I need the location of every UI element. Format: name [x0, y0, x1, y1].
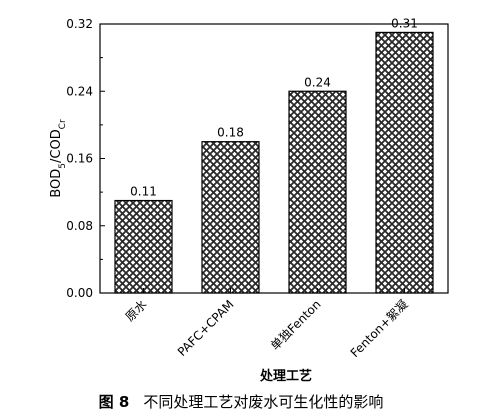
figure-number: 图 8: [98, 393, 130, 411]
bar-data-label: 0.31: [391, 16, 418, 30]
x-tick-label: 单独Fenton: [268, 297, 324, 353]
bar: [201, 141, 260, 294]
y-tick-label: 0.24: [66, 84, 93, 98]
y-tick-label: 0.00: [66, 286, 93, 300]
x-tick-label: Fenton+絮凝: [347, 297, 411, 361]
bar: [375, 31, 434, 294]
bar-data-label: 0.11: [130, 185, 157, 199]
bar: [114, 199, 173, 294]
y-tick-label: 0.08: [66, 219, 93, 233]
bar-data-label: 0.24: [304, 75, 331, 89]
bar-data-label: 0.18: [217, 126, 244, 140]
bar: [288, 90, 347, 294]
figure-caption: 图 8 不同处理工艺对废水可生化性的影响: [0, 391, 482, 417]
y-axis-title: BOD5/CODCr: [49, 119, 68, 198]
y-tick-label: 0.16: [66, 152, 93, 166]
bar-chart: 0.00 0.08 0.16 0.24 0.32 0.11 原水 0.18 PAFC+CPAM 0…: [49, 16, 449, 384]
x-axis-title: 处理工艺: [259, 368, 312, 384]
y-tick-label: 0.32: [66, 17, 93, 31]
x-tick-label: 原水: [123, 297, 150, 324]
x-tick-label: PAFC+CPAM: [175, 297, 237, 359]
figure-caption-text: 不同处理工艺对废水可生化性的影响: [143, 393, 384, 411]
